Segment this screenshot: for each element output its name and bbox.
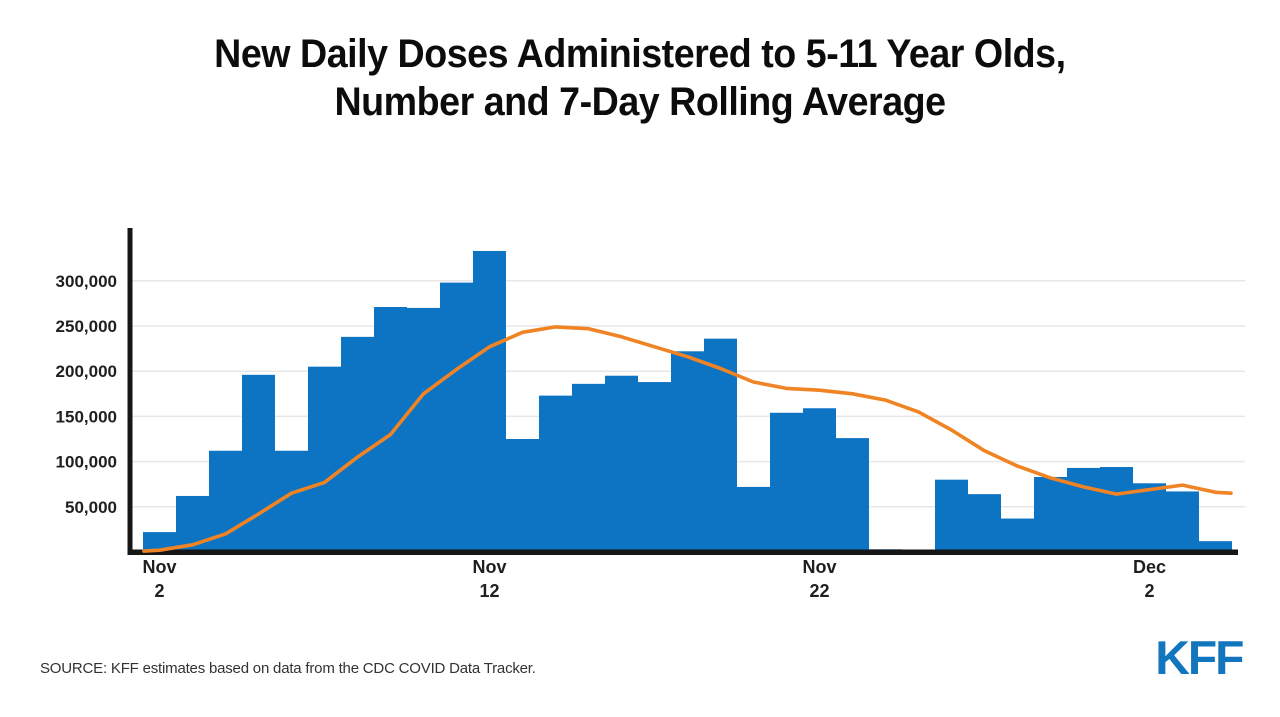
daily-doses-bar <box>968 494 1001 552</box>
daily-doses-bar <box>1100 467 1133 552</box>
daily-doses-bar <box>803 408 836 552</box>
daily-doses-bar <box>1034 476 1067 552</box>
daily-doses-bar <box>473 250 506 552</box>
daily-doses-bar <box>308 366 341 552</box>
x-axis-tick-day: 12 <box>479 581 499 601</box>
daily-doses-bar <box>1166 491 1199 552</box>
daily-doses-bar <box>572 383 605 552</box>
y-axis-tick-label: 50,000 <box>65 498 117 517</box>
daily-doses-bar <box>341 336 374 552</box>
source-note: SOURCE: KFF estimates based on data from… <box>40 660 536 677</box>
daily-doses-bar <box>539 395 572 552</box>
daily-doses-bar <box>638 382 671 552</box>
daily-doses-bar <box>671 351 704 552</box>
x-axis-line <box>127 549 1238 555</box>
daily-doses-bar <box>1133 483 1166 552</box>
y-axis-tick-label: 300,000 <box>56 272 117 291</box>
chart-title: New Daily Doses Administered to 5-11 Yea… <box>0 30 1280 126</box>
x-axis-tick-day: 22 <box>809 581 829 601</box>
chart-title-line1: New Daily Doses Administered to 5-11 Yea… <box>214 32 1066 76</box>
daily-doses-bar <box>737 486 770 552</box>
daily-doses-bar <box>506 439 539 552</box>
daily-doses-bar <box>1001 518 1034 552</box>
x-axis-tick-month: Nov <box>472 557 506 577</box>
x-axis-tick-month: Dec <box>1133 557 1166 577</box>
x-axis-tick-day: 2 <box>1144 581 1154 601</box>
daily-doses-bar <box>242 374 275 552</box>
daily-doses-bar <box>770 412 803 552</box>
y-axis-tick-label: 150,000 <box>56 407 117 426</box>
rolling-average-line <box>142 325 1233 553</box>
y-axis-tick-label: 250,000 <box>56 317 117 336</box>
y-axis-line <box>127 228 133 555</box>
x-axis-tick-day: 2 <box>154 581 164 601</box>
y-axis-tick-label: 100,000 <box>56 453 117 472</box>
daily-doses-bar <box>605 375 638 552</box>
daily-doses-bar <box>704 338 737 552</box>
daily-doses-bar <box>1067 467 1100 552</box>
kff-logo: KFF <box>1154 631 1244 684</box>
x-axis-tick-month: Nov <box>142 557 176 577</box>
x-axis-tick-month: Nov <box>802 557 836 577</box>
daily-doses-bar <box>374 307 407 552</box>
daily-doses-bar <box>836 438 869 552</box>
y-axis-tick-label: 200,000 <box>56 362 117 381</box>
daily-doses-bar <box>407 307 440 552</box>
daily-doses-bar <box>935 479 968 552</box>
chart-title-line2: Number and 7-Day Rolling Average <box>334 80 946 124</box>
daily-doses-bar <box>440 282 473 552</box>
daily-doses-bar <box>1199 541 1232 552</box>
